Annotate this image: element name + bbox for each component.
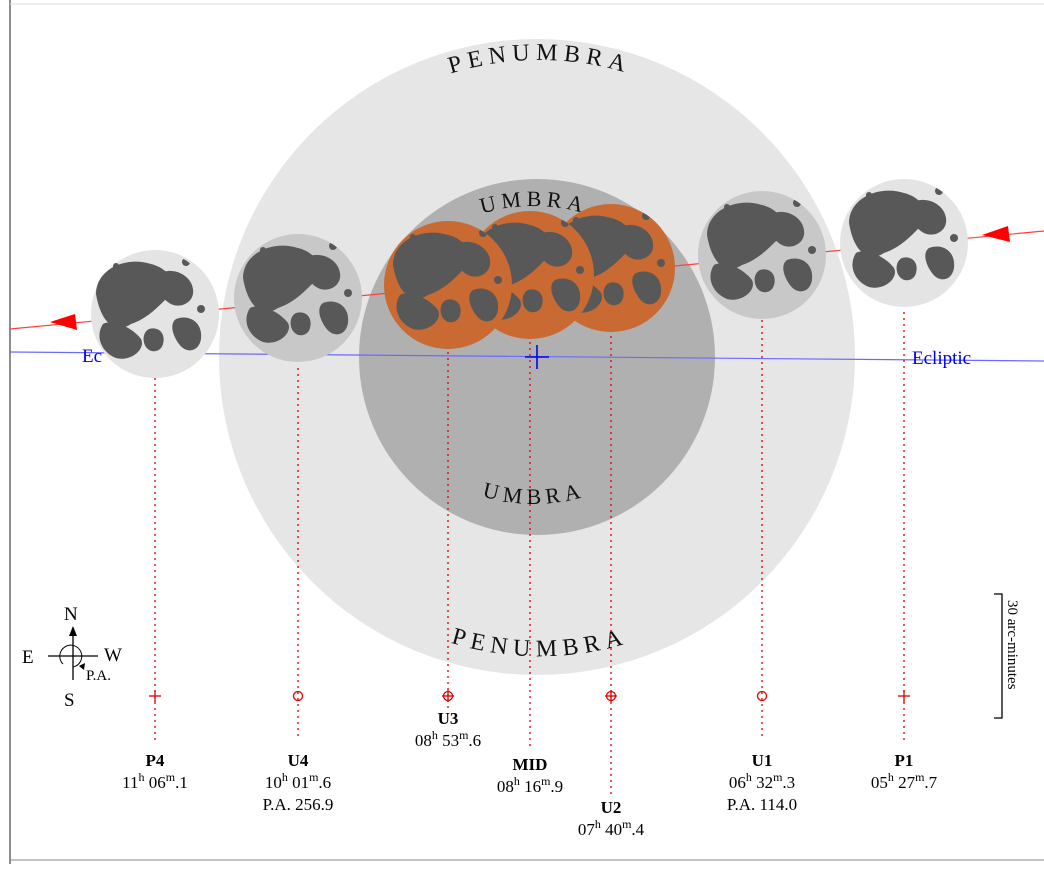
contact-marker-p1 [898,690,910,702]
contact-time-u3: 08h 53m.6 [415,728,481,750]
contact-title-u3: U3 [438,709,459,728]
path-arrow-right [982,226,1010,242]
contact-marker-u4 [292,690,304,702]
contact-pa-u4: P.A. 256.9 [263,795,334,814]
compass-rose: N S E W P.A. [22,604,122,711]
contact-time-p4: 11h 06m.1 [122,770,188,792]
compass-east: E [22,647,34,668]
contact-title-u1: U1 [752,751,773,770]
moon-u4 [234,234,362,362]
compass-north: N [64,604,78,625]
contact-title-mid: MID [513,755,548,774]
contact-marker-u2 [605,690,617,702]
scale-bar-label: 30 arc-minutes [1004,600,1020,690]
compass-west: W [104,645,122,666]
contact-time-u2: 07h 40m.4 [578,817,645,839]
contact-title-u2: U2 [601,798,622,817]
compass-south: S [64,690,75,711]
shadow-center-cross [525,345,549,369]
moon-u1 [698,191,826,319]
contact-marker-p4 [149,690,161,702]
contact-marker-u1 [756,690,768,702]
moon-u3 [384,221,512,349]
ecliptic-label-left: Ec [82,346,102,367]
contact-time-mid: 08h 16m.9 [497,774,563,796]
compass-pa: P.A. [86,668,111,684]
contact-markers [149,690,910,702]
contact-title-u4: U4 [288,751,309,770]
contact-marker-u3 [442,690,454,702]
contact-title-p1: P1 [895,751,914,770]
contact-time-p1: 05h 27m.7 [871,770,938,792]
moon-p4 [91,250,219,378]
contact-time-u4: 10h 01m.6 [265,770,331,792]
contact-title-p4: P4 [146,751,165,770]
contact-time-u1: 06h 32m.3 [729,770,795,792]
scale-bar: 30 arc-minutes [994,593,1020,719]
contact-pa-u1: P.A. 114.0 [727,795,797,814]
ecliptic-label-right: Ecliptic [912,348,971,369]
moon-p1 [840,179,968,307]
contact-guides [154,312,905,795]
path-arrow-left [50,314,77,330]
